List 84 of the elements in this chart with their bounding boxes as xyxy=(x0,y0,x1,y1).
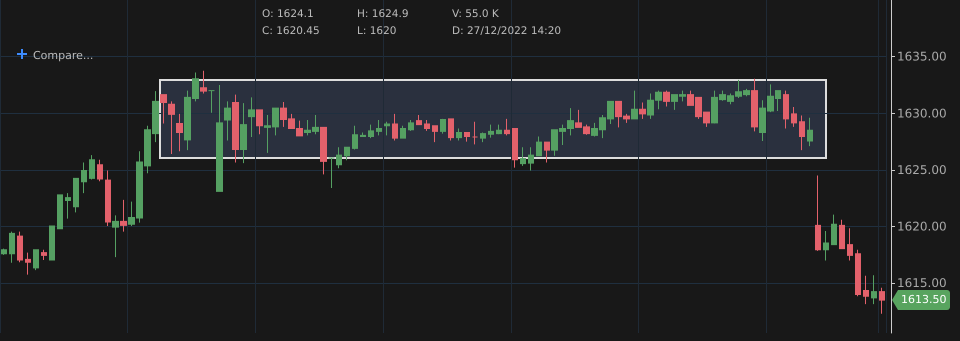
candlestick xyxy=(216,84,223,192)
candlestick xyxy=(504,118,510,136)
candlestick xyxy=(81,162,87,194)
candlestick xyxy=(200,70,207,94)
candlestick xyxy=(751,78,758,132)
candlestick xyxy=(456,128,462,141)
candlestick xyxy=(168,100,175,155)
candlestick xyxy=(639,102,646,120)
candlestick xyxy=(863,275,869,305)
candlestick xyxy=(176,113,183,152)
candlestick xyxy=(488,124,494,138)
candlestick xyxy=(25,252,31,276)
y-tick-label: 1615.00 xyxy=(897,276,947,290)
candlestick xyxy=(783,90,789,130)
candlestick xyxy=(432,125,438,143)
annotation: Compare... xyxy=(33,49,94,62)
candlestick xyxy=(879,287,885,314)
annotation: O: 1624.1 xyxy=(262,8,314,20)
candlestick xyxy=(33,249,39,271)
candlestick xyxy=(631,90,638,120)
annotation: H: 1624.9 xyxy=(357,8,409,20)
candlestick xyxy=(160,94,167,124)
candlestick xyxy=(847,228,853,262)
candlestick xyxy=(240,102,247,164)
y-tick-label: 1630.00 xyxy=(897,106,947,120)
candlestick xyxy=(392,113,398,141)
candlestick xyxy=(472,121,478,145)
candlestick xyxy=(41,249,47,260)
candlestick xyxy=(528,146,534,171)
y-tick-label: 1635.00 xyxy=(897,50,947,64)
candlestick xyxy=(232,94,239,164)
candlestick xyxy=(224,100,231,141)
candlestick xyxy=(89,154,95,180)
candlestick xyxy=(105,170,111,226)
candlestick xyxy=(791,106,797,128)
candlestick xyxy=(112,214,119,258)
annotation: C: 1620.45 xyxy=(262,25,320,37)
text: 1613.50 xyxy=(898,290,950,310)
candlestick xyxy=(408,120,414,132)
candlestick xyxy=(368,124,374,139)
annotation: L: 1620 xyxy=(357,25,396,37)
candlestick xyxy=(376,120,382,136)
candlestick xyxy=(352,125,358,150)
candlestick xyxy=(480,132,486,143)
candlestick xyxy=(65,192,71,220)
candlestick xyxy=(9,231,15,264)
candlestick xyxy=(248,96,255,138)
candlestick xyxy=(256,109,263,135)
candlestick xyxy=(1,248,7,256)
candlestick xyxy=(344,146,350,161)
candlestick xyxy=(416,114,422,126)
candlestick xyxy=(544,142,550,164)
annotation: D: 27/12/2022 14:20 xyxy=(452,25,562,37)
candlestick xyxy=(57,194,63,230)
candlestick xyxy=(448,118,454,141)
candlestick xyxy=(208,90,215,114)
candlestick xyxy=(120,199,127,232)
y-tick-label: 1625.00 xyxy=(897,162,947,177)
candlestick xyxy=(831,214,837,246)
candlestick xyxy=(424,120,430,132)
candlestick xyxy=(97,159,103,182)
candlestick xyxy=(360,132,366,137)
annotation: V: 55.0 K xyxy=(452,8,499,20)
candlestick xyxy=(815,175,821,252)
candlestick xyxy=(73,178,79,213)
candlestick xyxy=(871,274,877,305)
candlestick xyxy=(440,118,446,134)
y-tick-label: 1620.00 xyxy=(897,220,947,234)
candlestick xyxy=(855,249,861,297)
candlestick xyxy=(663,90,670,107)
candlestick xyxy=(400,125,406,139)
candlestick xyxy=(464,132,470,142)
candlestick xyxy=(807,117,813,147)
candlestick xyxy=(839,219,845,250)
candlestick xyxy=(49,225,55,260)
candlestick xyxy=(496,124,502,135)
candlestick xyxy=(536,136,542,156)
candlestick xyxy=(799,115,805,151)
candlestick xyxy=(520,146,526,166)
candlestick xyxy=(17,231,23,263)
candlestick xyxy=(320,126,327,175)
candlestick xyxy=(384,121,390,136)
candlestick xyxy=(512,128,518,168)
candlestick xyxy=(823,230,829,262)
